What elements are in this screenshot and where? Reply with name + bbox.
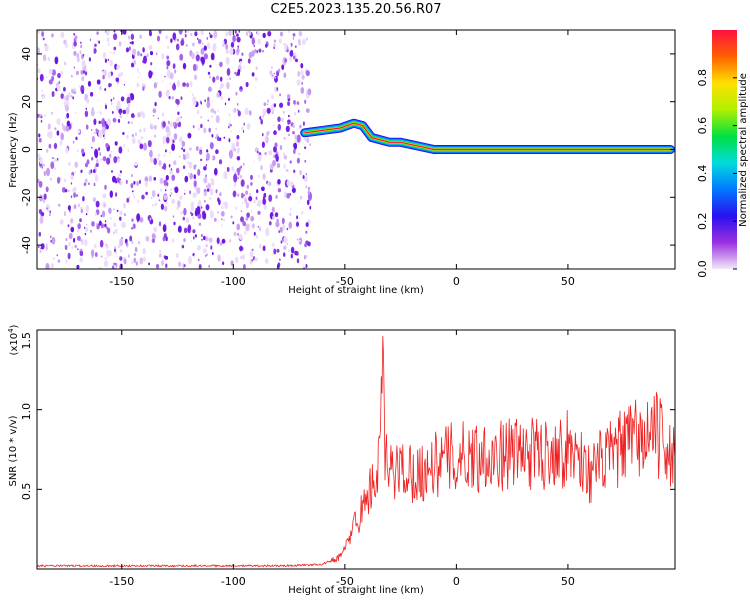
- colorbar-tick-label: 0.4: [696, 165, 709, 183]
- snr-multiplier: (x104): [7, 324, 20, 355]
- colorbar-tick-label: 0.8: [696, 69, 709, 87]
- y-tick-label: 1.0: [20, 403, 33, 421]
- colorbar-tick-label: 0.2: [696, 212, 709, 230]
- signal-track: [300, 118, 675, 154]
- x-tick-label: 50: [561, 575, 575, 588]
- spectrogram-y-ticks: -40 -20 0 20 40: [20, 47, 675, 254]
- spectrogram-x-ticks: -150 -100 -50 0 50: [109, 30, 575, 288]
- snr-y-ticks: 0.5 1.0 1.5: [20, 329, 675, 501]
- colorbar-gradient: [712, 30, 737, 269]
- y-tick-label: -20: [20, 188, 33, 206]
- y-tick-label: 1.5: [20, 332, 33, 350]
- spectrogram-panel: -150 -100 -50 0 50 -40 -20 0 20 40 Height of str…: [8, 29, 676, 296]
- x-tick-label: -150: [109, 275, 134, 288]
- snr-panel: -150 -100 -50 0 50 0.5 1.0 1.5 Height of strai…: [7, 324, 676, 596]
- snr-frame: [36, 329, 676, 570]
- y-tick-label: 0: [20, 146, 33, 153]
- y-tick-label: 0.5: [20, 483, 33, 501]
- x-tick-label: -100: [221, 275, 246, 288]
- colorbar: 0.0 0.2 0.4 0.6 0.8 Normalized spectral ampl…: [696, 30, 749, 278]
- spectrogram-ylabel: Frequency (Hz): [8, 112, 19, 188]
- chart-title: C2E5.2023.135.20.56.R07: [270, 2, 441, 17]
- colorbar-tick-label: 0.6: [696, 117, 709, 135]
- x-tick-label: -100: [221, 575, 246, 588]
- noise-scatter: [37, 30, 313, 269]
- colorbar-ticks: 0.0 0.2 0.4 0.6 0.8: [696, 69, 737, 278]
- x-tick-label: 0: [453, 275, 460, 288]
- x-tick-label: 0: [453, 575, 460, 588]
- y-tick-label: 20: [20, 95, 33, 109]
- x-tick-label: -50: [336, 275, 354, 288]
- colorbar-label: Normalized spectral amplitude: [738, 73, 749, 227]
- x-tick-label: 50: [561, 275, 575, 288]
- colorbar-tick-label: 0.0: [696, 260, 709, 278]
- y-tick-label: -40: [20, 236, 33, 254]
- spectrogram-xlabel: Height of straight line (km): [288, 285, 424, 296]
- snr-series-line: [37, 335, 675, 568]
- y-tick-label: 40: [20, 47, 33, 61]
- x-tick-label: -50: [336, 575, 354, 588]
- snr-xlabel: Height of straight line (km): [288, 585, 424, 596]
- x-tick-label: -150: [109, 575, 134, 588]
- snr-x-ticks: -150 -100 -50 0 50: [109, 330, 575, 588]
- snr-ylabel: SNR (10 * v/v): [8, 415, 19, 486]
